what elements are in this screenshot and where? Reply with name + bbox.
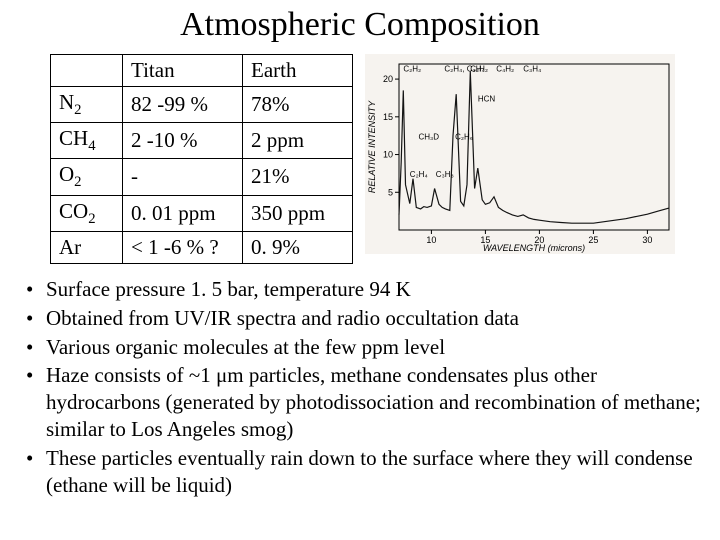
- earth-cell: 350 ppm: [243, 195, 353, 231]
- titan-cell: 2 -10 %: [123, 123, 243, 159]
- svg-text:RELATIVE INTENSITY: RELATIVE INTENSITY: [367, 100, 377, 193]
- composition-table: Titan Earth N282 -99 %78%CH42 -10 %2 ppm…: [50, 54, 353, 264]
- svg-text:15: 15: [383, 112, 393, 122]
- bullet-item: Obtained from UV/IR spectra and radio oc…: [18, 305, 706, 332]
- molecule-cell: O2: [51, 159, 123, 195]
- table-header-titan: Titan: [123, 55, 243, 87]
- svg-text:5: 5: [388, 187, 393, 197]
- svg-text:C₂H₆: C₂H₆: [455, 132, 473, 141]
- earth-cell: 0. 9%: [243, 231, 353, 263]
- table-header-blank: [51, 55, 123, 87]
- bullet-item: Surface pressure 1. 5 bar, temperature 9…: [18, 276, 706, 303]
- table-row: O2-21%: [51, 159, 353, 195]
- svg-text:10: 10: [383, 150, 393, 160]
- table-row: CH42 -10 %2 ppm: [51, 123, 353, 159]
- earth-cell: 21%: [243, 159, 353, 195]
- molecule-cell: CO2: [51, 195, 123, 231]
- bullet-item: Various organic molecules at the few ppm…: [18, 334, 706, 361]
- bullet-list: Surface pressure 1. 5 bar, temperature 9…: [14, 276, 706, 499]
- earth-cell: 78%: [243, 87, 353, 123]
- table-header-earth: Earth: [243, 55, 353, 87]
- svg-text:25: 25: [588, 235, 598, 245]
- table-header-row: Titan Earth: [51, 55, 353, 87]
- molecule-cell: CH4: [51, 123, 123, 159]
- titan-cell: -: [123, 159, 243, 195]
- molecule-cell: N2: [51, 87, 123, 123]
- svg-text:C₄H₂: C₄H₂: [496, 65, 514, 74]
- earth-cell: 2 ppm: [243, 123, 353, 159]
- top-row: Titan Earth N282 -99 %78%CH42 -10 %2 ppm…: [14, 54, 706, 264]
- svg-text:C₂H₂: C₂H₂: [403, 65, 421, 74]
- svg-text:WAVELENGTH (microns): WAVELENGTH (microns): [483, 243, 585, 253]
- bullet-item: These particles eventually rain down to …: [18, 445, 706, 499]
- titan-cell: 0. 01 ppm: [123, 195, 243, 231]
- titan-cell: 82 -99 %: [123, 87, 243, 123]
- spectrum-chart: 10152025305101520WAVELENGTH (microns)REL…: [365, 54, 675, 254]
- svg-text:C₃H₈: C₃H₈: [436, 170, 454, 179]
- svg-text:30: 30: [642, 235, 652, 245]
- svg-text:C₂H₂: C₂H₂: [470, 65, 488, 74]
- svg-text:C₃H₄: C₃H₄: [523, 65, 541, 74]
- bullet-item: Haze consists of ~1 μm particles, methan…: [18, 362, 706, 443]
- table-row: N282 -99 %78%: [51, 87, 353, 123]
- page-title: Atmospheric Composition: [14, 6, 706, 44]
- svg-text:C₂H₄: C₂H₄: [410, 170, 428, 179]
- titan-cell: < 1 -6 % ?: [123, 231, 243, 263]
- molecule-cell: Ar: [51, 231, 123, 263]
- svg-text:10: 10: [426, 235, 436, 245]
- table-row: CO20. 01 ppm350 ppm: [51, 195, 353, 231]
- svg-text:20: 20: [383, 74, 393, 84]
- table-row: Ar< 1 -6 % ?0. 9%: [51, 231, 353, 263]
- svg-text:CH₃D: CH₃D: [418, 132, 439, 141]
- svg-text:HCN: HCN: [478, 95, 496, 104]
